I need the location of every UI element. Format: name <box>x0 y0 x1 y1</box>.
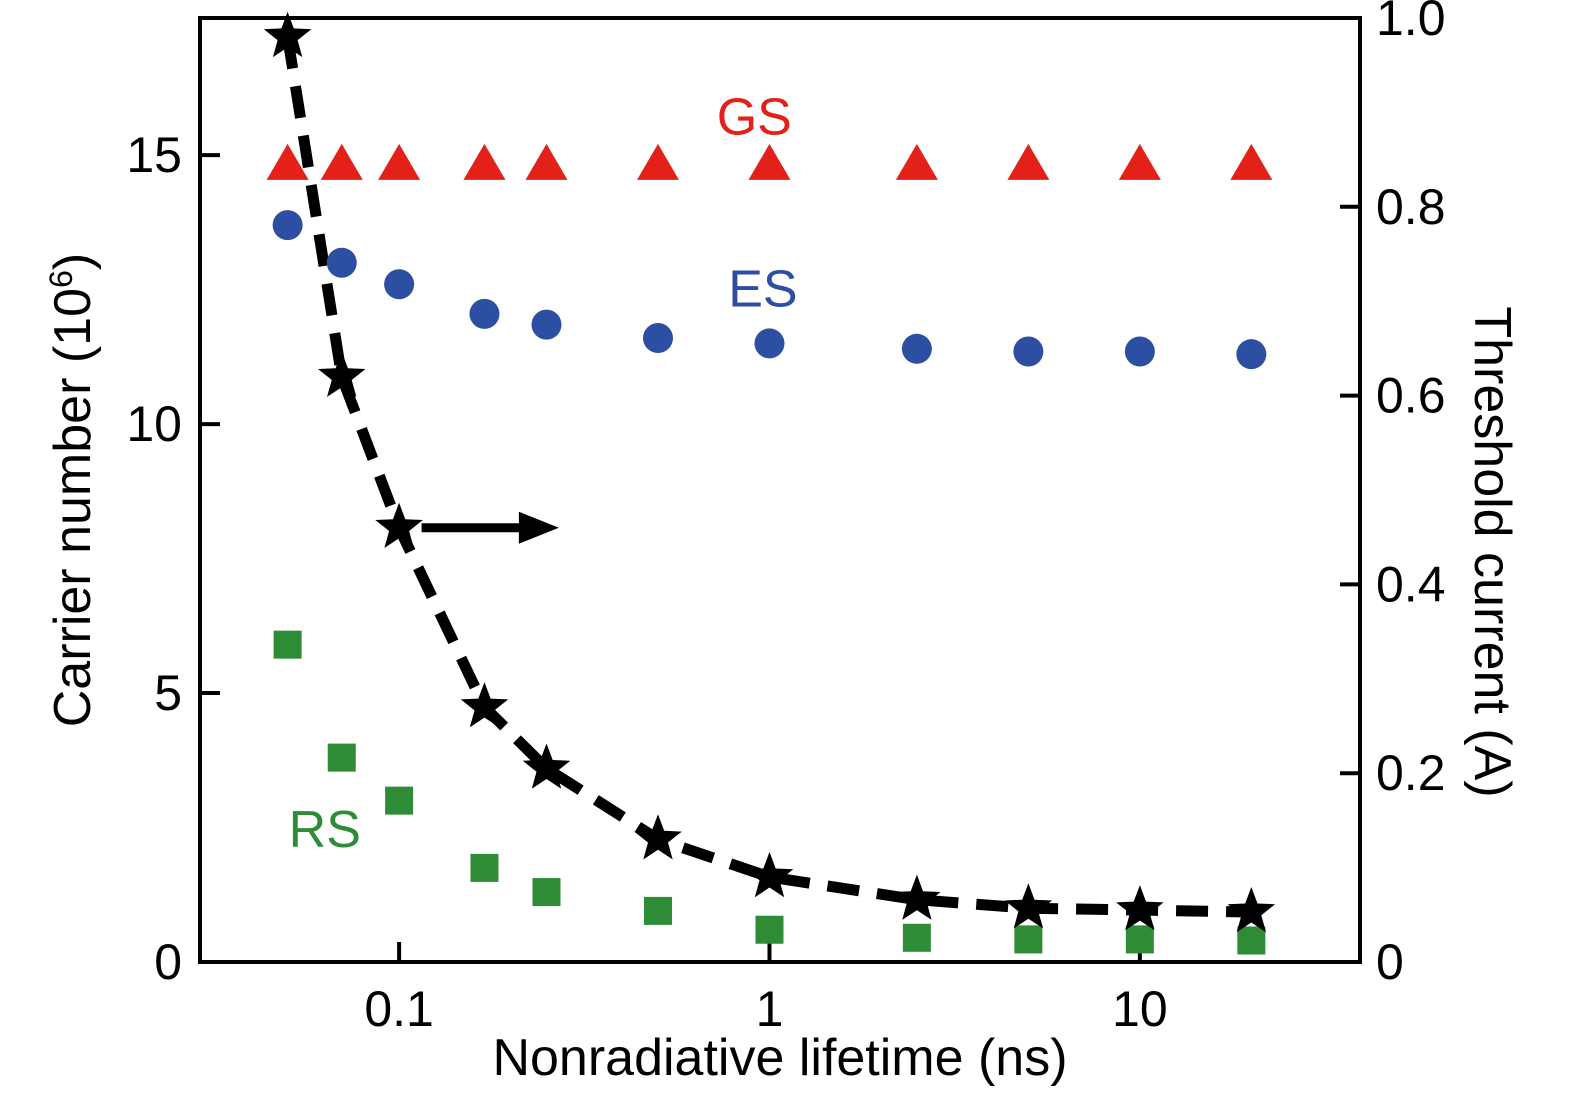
left-axis-tick-label: 10 <box>126 396 182 452</box>
es-circle-marker <box>384 269 415 300</box>
arrow-head <box>518 511 559 544</box>
es-circle-marker <box>272 210 303 241</box>
series-threshold-current <box>263 11 1276 933</box>
rs-square-marker <box>470 853 499 882</box>
es-circle-marker <box>642 323 673 354</box>
es-circle-marker <box>901 333 932 364</box>
es-circle-marker <box>1236 339 1267 370</box>
rs-square-marker <box>1014 925 1043 954</box>
rs-square-marker <box>755 915 784 944</box>
rs-square-marker <box>643 896 672 925</box>
gs-triangle-marker <box>1007 143 1050 180</box>
left-axis-title-prefix: Carrier number (10 <box>44 288 103 728</box>
threshold-star-marker <box>1004 883 1053 929</box>
x-axis-tick-label: 10 <box>1112 981 1168 1037</box>
x-axis-tick-label: 0.1 <box>364 981 434 1037</box>
threshold-star-marker <box>263 11 312 58</box>
right-axis-tick-label: 0.8 <box>1376 179 1446 235</box>
threshold-star-marker <box>318 351 366 397</box>
gs-triangle-marker <box>266 143 309 180</box>
rs-square-marker <box>327 743 356 772</box>
threshold-star-marker <box>522 743 571 789</box>
threshold-star-marker <box>1116 885 1164 931</box>
es-circle-marker <box>326 247 357 278</box>
threshold-star-marker <box>893 874 941 920</box>
threshold-star-marker <box>1227 887 1276 933</box>
left-axis-tick-label: 0 <box>154 934 182 990</box>
es-circle-marker <box>754 328 785 359</box>
series-label-rs: RS <box>289 801 361 859</box>
gs-triangle-marker <box>895 143 938 180</box>
threshold-star-marker <box>375 502 423 548</box>
gs-triangle-marker <box>748 143 791 180</box>
threshold-star-marker <box>634 814 682 860</box>
series-rs: RS <box>273 630 1266 955</box>
x-axis-tick-label: 1 <box>756 981 784 1037</box>
rs-square-marker <box>532 878 561 907</box>
rs-square-marker <box>1125 925 1154 954</box>
left-axis-title-superscript: 6 <box>42 270 79 288</box>
series-label-es: ES <box>728 261 797 319</box>
threshold-star-marker <box>745 852 794 898</box>
series-gs: GS <box>266 89 1273 180</box>
gs-triangle-marker <box>463 143 506 180</box>
es-circle-marker <box>1013 336 1044 367</box>
left-axis-title: Carrier number (106) <box>42 252 103 728</box>
plot-frame <box>198 16 1362 964</box>
right-axis-tick-label: 0.2 <box>1376 745 1446 801</box>
es-circle-marker <box>469 298 500 329</box>
right-axis-tick-label: 0.4 <box>1376 556 1446 612</box>
x-axis-title: Nonradiative lifetime (ns) <box>492 1032 1067 1084</box>
left-axis-tick-label: 5 <box>154 665 182 721</box>
x-axis-title-text: Nonradiative lifetime (ns) <box>492 1029 1068 1087</box>
gs-triangle-marker <box>1118 143 1161 180</box>
right-axis-title-text: Threshold current (A) <box>1463 306 1521 798</box>
gs-triangle-marker <box>320 143 363 180</box>
right-axis-tick-label: 0 <box>1376 934 1404 990</box>
rs-square-marker <box>273 630 302 659</box>
rs-square-marker <box>902 923 931 952</box>
right-axis-tick-label: 1.0 <box>1376 0 1446 46</box>
gs-triangle-marker <box>525 143 568 180</box>
series-es: ES <box>272 210 1267 370</box>
gs-triangle-marker <box>636 143 679 180</box>
es-circle-marker <box>1124 336 1155 367</box>
left-axis-tick-label: 15 <box>126 127 182 183</box>
es-circle-marker <box>531 309 562 340</box>
series-label-gs: GS <box>717 89 792 147</box>
rs-square-marker <box>1237 926 1266 955</box>
right-axis-title: Threshold current (A) <box>1463 306 1521 798</box>
right-axis-tick-label: 0.6 <box>1376 368 1446 424</box>
gs-triangle-marker <box>378 143 421 180</box>
rs-square-marker <box>385 786 414 815</box>
right-axis-arrow <box>421 511 559 544</box>
left-axis-title-suffix: ) <box>44 252 103 271</box>
threshold-star-marker <box>460 682 509 728</box>
gs-triangle-marker <box>1230 143 1273 180</box>
